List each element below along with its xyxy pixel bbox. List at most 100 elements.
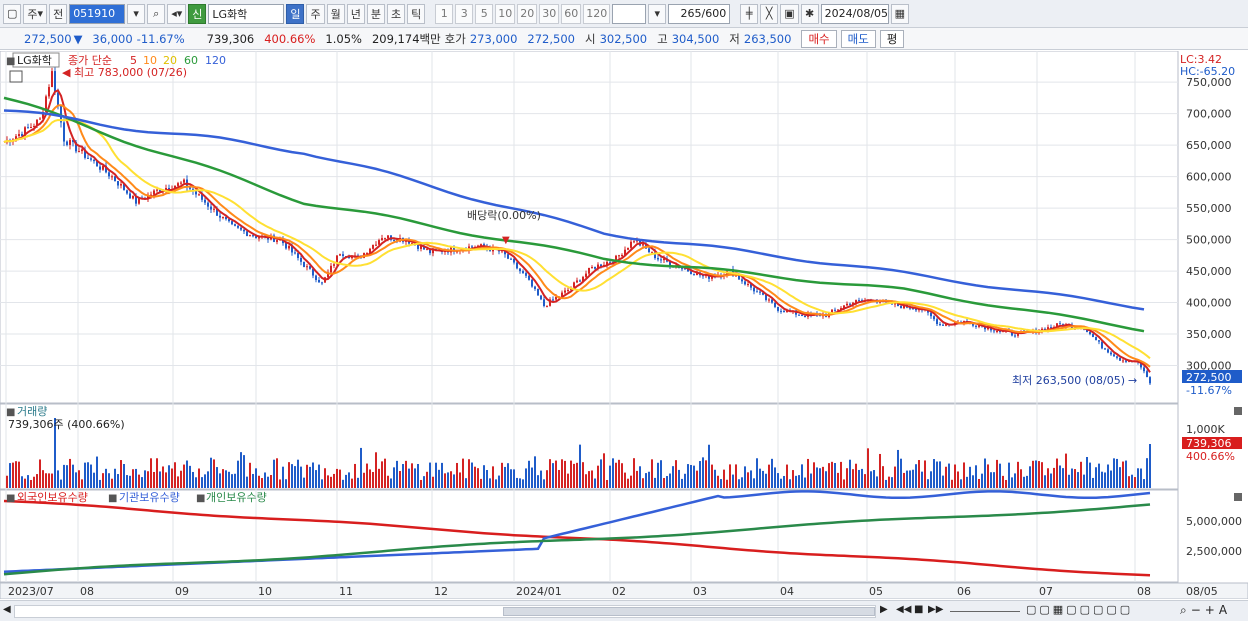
period-second[interactable]: 초: [386, 3, 406, 24]
volume-bar: [228, 471, 230, 488]
speaker-icon[interactable]: ◂▾: [167, 3, 187, 24]
candle-body: [978, 325, 980, 327]
interval-5[interactable]: 5: [475, 3, 494, 24]
interval-20[interactable]: 20: [517, 3, 538, 24]
volume-bullet-icon: ■: [6, 407, 15, 418]
holding-close-icon[interactable]: [1234, 493, 1242, 501]
volume-bar: [441, 462, 443, 488]
stop-icon[interactable]: ■: [914, 604, 924, 615]
volume-bar: [1113, 458, 1115, 488]
volume-bar: [861, 468, 863, 488]
candle-body: [945, 323, 947, 326]
buy-button[interactable]: 매수: [801, 29, 837, 48]
code-dropdown-icon[interactable]: ▾: [127, 3, 146, 24]
view-tools-icon[interactable]: ▢▢▦▢▢▢▢▢: [1026, 603, 1134, 616]
volume-bar: [420, 479, 422, 488]
stock-name-field[interactable]: LG화학: [208, 3, 285, 24]
interval-10[interactable]: 10: [495, 3, 516, 24]
zoom-slider[interactable]: [950, 611, 1020, 612]
volume-bar: [1020, 469, 1022, 488]
ma-title: 종가 단순: [68, 54, 112, 67]
interval-30[interactable]: 30: [539, 3, 560, 24]
candle-body: [1140, 362, 1142, 368]
window-icon[interactable]: ▢: [3, 3, 22, 24]
period-week[interactable]: 주: [306, 3, 325, 24]
chart-area[interactable]: ■ LG화학 종가 단순 5 10 20 60 120 ◀ 최고 783,000…: [0, 50, 1248, 600]
ask-price: 273,000: [469, 31, 518, 46]
candle-body: [651, 251, 653, 253]
volume-bar: [870, 471, 872, 488]
prev-button[interactable]: 전: [49, 3, 68, 24]
volume-bar: [702, 457, 704, 488]
volume-bar: [945, 466, 947, 488]
interval-120[interactable]: 120: [583, 3, 611, 24]
period-year[interactable]: 년: [346, 3, 365, 24]
candle-type-icon[interactable]: ╪: [740, 3, 759, 24]
holding-indiv-label: 개인보유수량: [206, 491, 267, 504]
first-page-icon[interactable]: ◀◀: [896, 604, 912, 615]
interval-1[interactable]: 1: [435, 3, 454, 24]
volume-bar: [453, 474, 455, 488]
period-month[interactable]: 월: [326, 3, 345, 24]
volume-bar: [993, 472, 995, 488]
horizontal-scrollbar[interactable]: [14, 605, 876, 618]
volume-bar: [1083, 474, 1085, 488]
candle-body: [1014, 335, 1016, 337]
volume-close-icon[interactable]: [1234, 407, 1242, 415]
volume-bar: [717, 475, 719, 488]
scroll-right-icon[interactable]: ▶: [880, 604, 888, 615]
volume-bar: [864, 474, 866, 488]
candle-body: [75, 142, 77, 152]
volume-bar: [972, 475, 974, 488]
candle-body: [219, 215, 221, 218]
volume-bar: [1026, 475, 1028, 488]
candle-body: [21, 134, 23, 137]
last-page-icon[interactable]: ▶▶: [928, 604, 944, 615]
volume-bar: [831, 461, 833, 488]
calculator-icon[interactable]: [9, 70, 23, 83]
search-icon[interactable]: ⌕: [147, 3, 166, 24]
candle-body: [297, 253, 299, 258]
candle-body: [711, 276, 713, 279]
period-tick[interactable]: 틱: [407, 3, 426, 24]
volume-bar: [429, 462, 431, 488]
save-icon[interactable]: ▣: [780, 3, 799, 24]
period-day[interactable]: 일: [286, 3, 305, 24]
calendar-icon[interactable]: ▦: [890, 3, 910, 24]
gear-icon[interactable]: ✱: [800, 3, 819, 24]
interval-dropdown-icon[interactable]: ▾: [648, 3, 667, 24]
volume-bar: [690, 464, 692, 488]
volume-bar: [162, 466, 164, 488]
market-select[interactable]: 주 ▾: [23, 3, 48, 24]
draw-tool-icon[interactable]: ╳: [760, 3, 779, 24]
scroll-thumb[interactable]: [503, 607, 875, 616]
candle-body: [1110, 352, 1112, 355]
volume-bar: [1140, 468, 1142, 488]
scroll-left-icon[interactable]: ◀: [3, 604, 11, 615]
candle-body: [51, 71, 53, 88]
candle-body: [573, 282, 575, 288]
date-input[interactable]: 2024/08/05: [820, 3, 889, 24]
volume-bar: [468, 459, 470, 488]
candle-body: [636, 240, 638, 242]
period-minute[interactable]: 분: [366, 3, 385, 24]
candle-body: [453, 247, 455, 252]
volume-bar: [294, 466, 296, 488]
sell-button[interactable]: 매도: [840, 29, 876, 48]
volume-bar: [387, 475, 389, 488]
interval-custom-input[interactable]: [612, 3, 647, 24]
candle-body: [240, 227, 242, 230]
volume-bar: [120, 460, 122, 488]
eval-button[interactable]: 평: [879, 29, 905, 48]
interval-60[interactable]: 60: [561, 3, 582, 24]
volume-bar: [159, 471, 161, 488]
code-input[interactable]: 051910: [69, 3, 126, 24]
stock-chart[interactable]: ■ LG화학 종가 단순 5 10 20 60 120 ◀ 최고 783,000…: [0, 50, 1248, 600]
min-note: 최저 263,500 (08/05): [1012, 374, 1125, 387]
volume-bar: [291, 464, 293, 488]
zoom-controls-icon[interactable]: ⌕−+A: [1180, 603, 1232, 617]
interval-3[interactable]: 3: [455, 3, 474, 24]
volume-bar: [6, 475, 8, 488]
volume-bar: [27, 475, 29, 488]
count-input[interactable]: 265/600: [668, 3, 731, 24]
